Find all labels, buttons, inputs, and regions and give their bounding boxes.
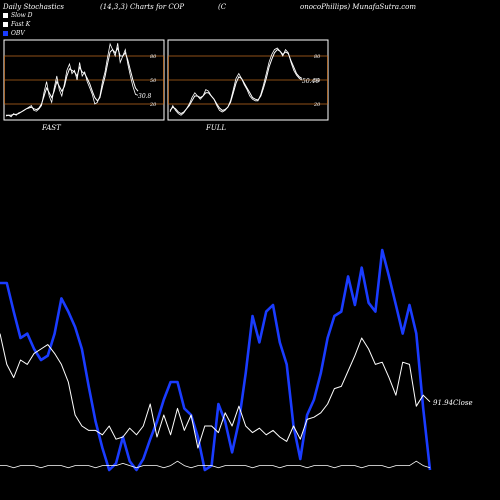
- legend-item-obv: OBV: [3, 30, 25, 37]
- full-last-value: 50.46: [302, 78, 319, 85]
- legend-label: OBV: [11, 30, 25, 37]
- legend-label: Fast K: [11, 21, 31, 28]
- fast-panel-label: FAST: [41, 124, 62, 132]
- full-panel-label: FULL: [205, 124, 226, 132]
- full-level-label: 80: [314, 54, 321, 60]
- fast-level-label: 50: [150, 78, 157, 84]
- chart-header-title: (14,3,3) Charts for COP: [100, 3, 185, 11]
- full-level-label: 20: [313, 102, 321, 108]
- legend-swatch: [3, 22, 8, 27]
- close-value-label: 91.94Close: [433, 399, 473, 407]
- legend-item-fast-k: Fast K: [3, 21, 30, 28]
- chart-header-source: onocoPhillips) MunafaSutra.com: [300, 3, 417, 11]
- legend-label: Slow D: [11, 12, 33, 19]
- full-level-label: 50: [314, 78, 321, 84]
- lower-series-obv: [0, 248, 432, 472]
- fast-last-value: 30.8: [138, 93, 152, 100]
- lower-series-baseline: [0, 460, 431, 469]
- legend-item-slow-d: Slow D: [3, 12, 33, 19]
- fast-level-label: 20: [149, 102, 157, 108]
- full-panel-frame: [167, 39, 329, 121]
- fast-panel-frame: [3, 39, 165, 121]
- fast-level-label: 80: [150, 54, 157, 60]
- chart-header-paren: (C: [218, 3, 227, 11]
- legend-swatch: [3, 13, 8, 18]
- legend-swatch: [3, 31, 8, 36]
- fast-series-1: [6, 46, 139, 116]
- chart-header-left: Daily Stochastics: [3, 3, 65, 11]
- full-series-1: [169, 48, 303, 115]
- lower-series-price: [0, 333, 431, 449]
